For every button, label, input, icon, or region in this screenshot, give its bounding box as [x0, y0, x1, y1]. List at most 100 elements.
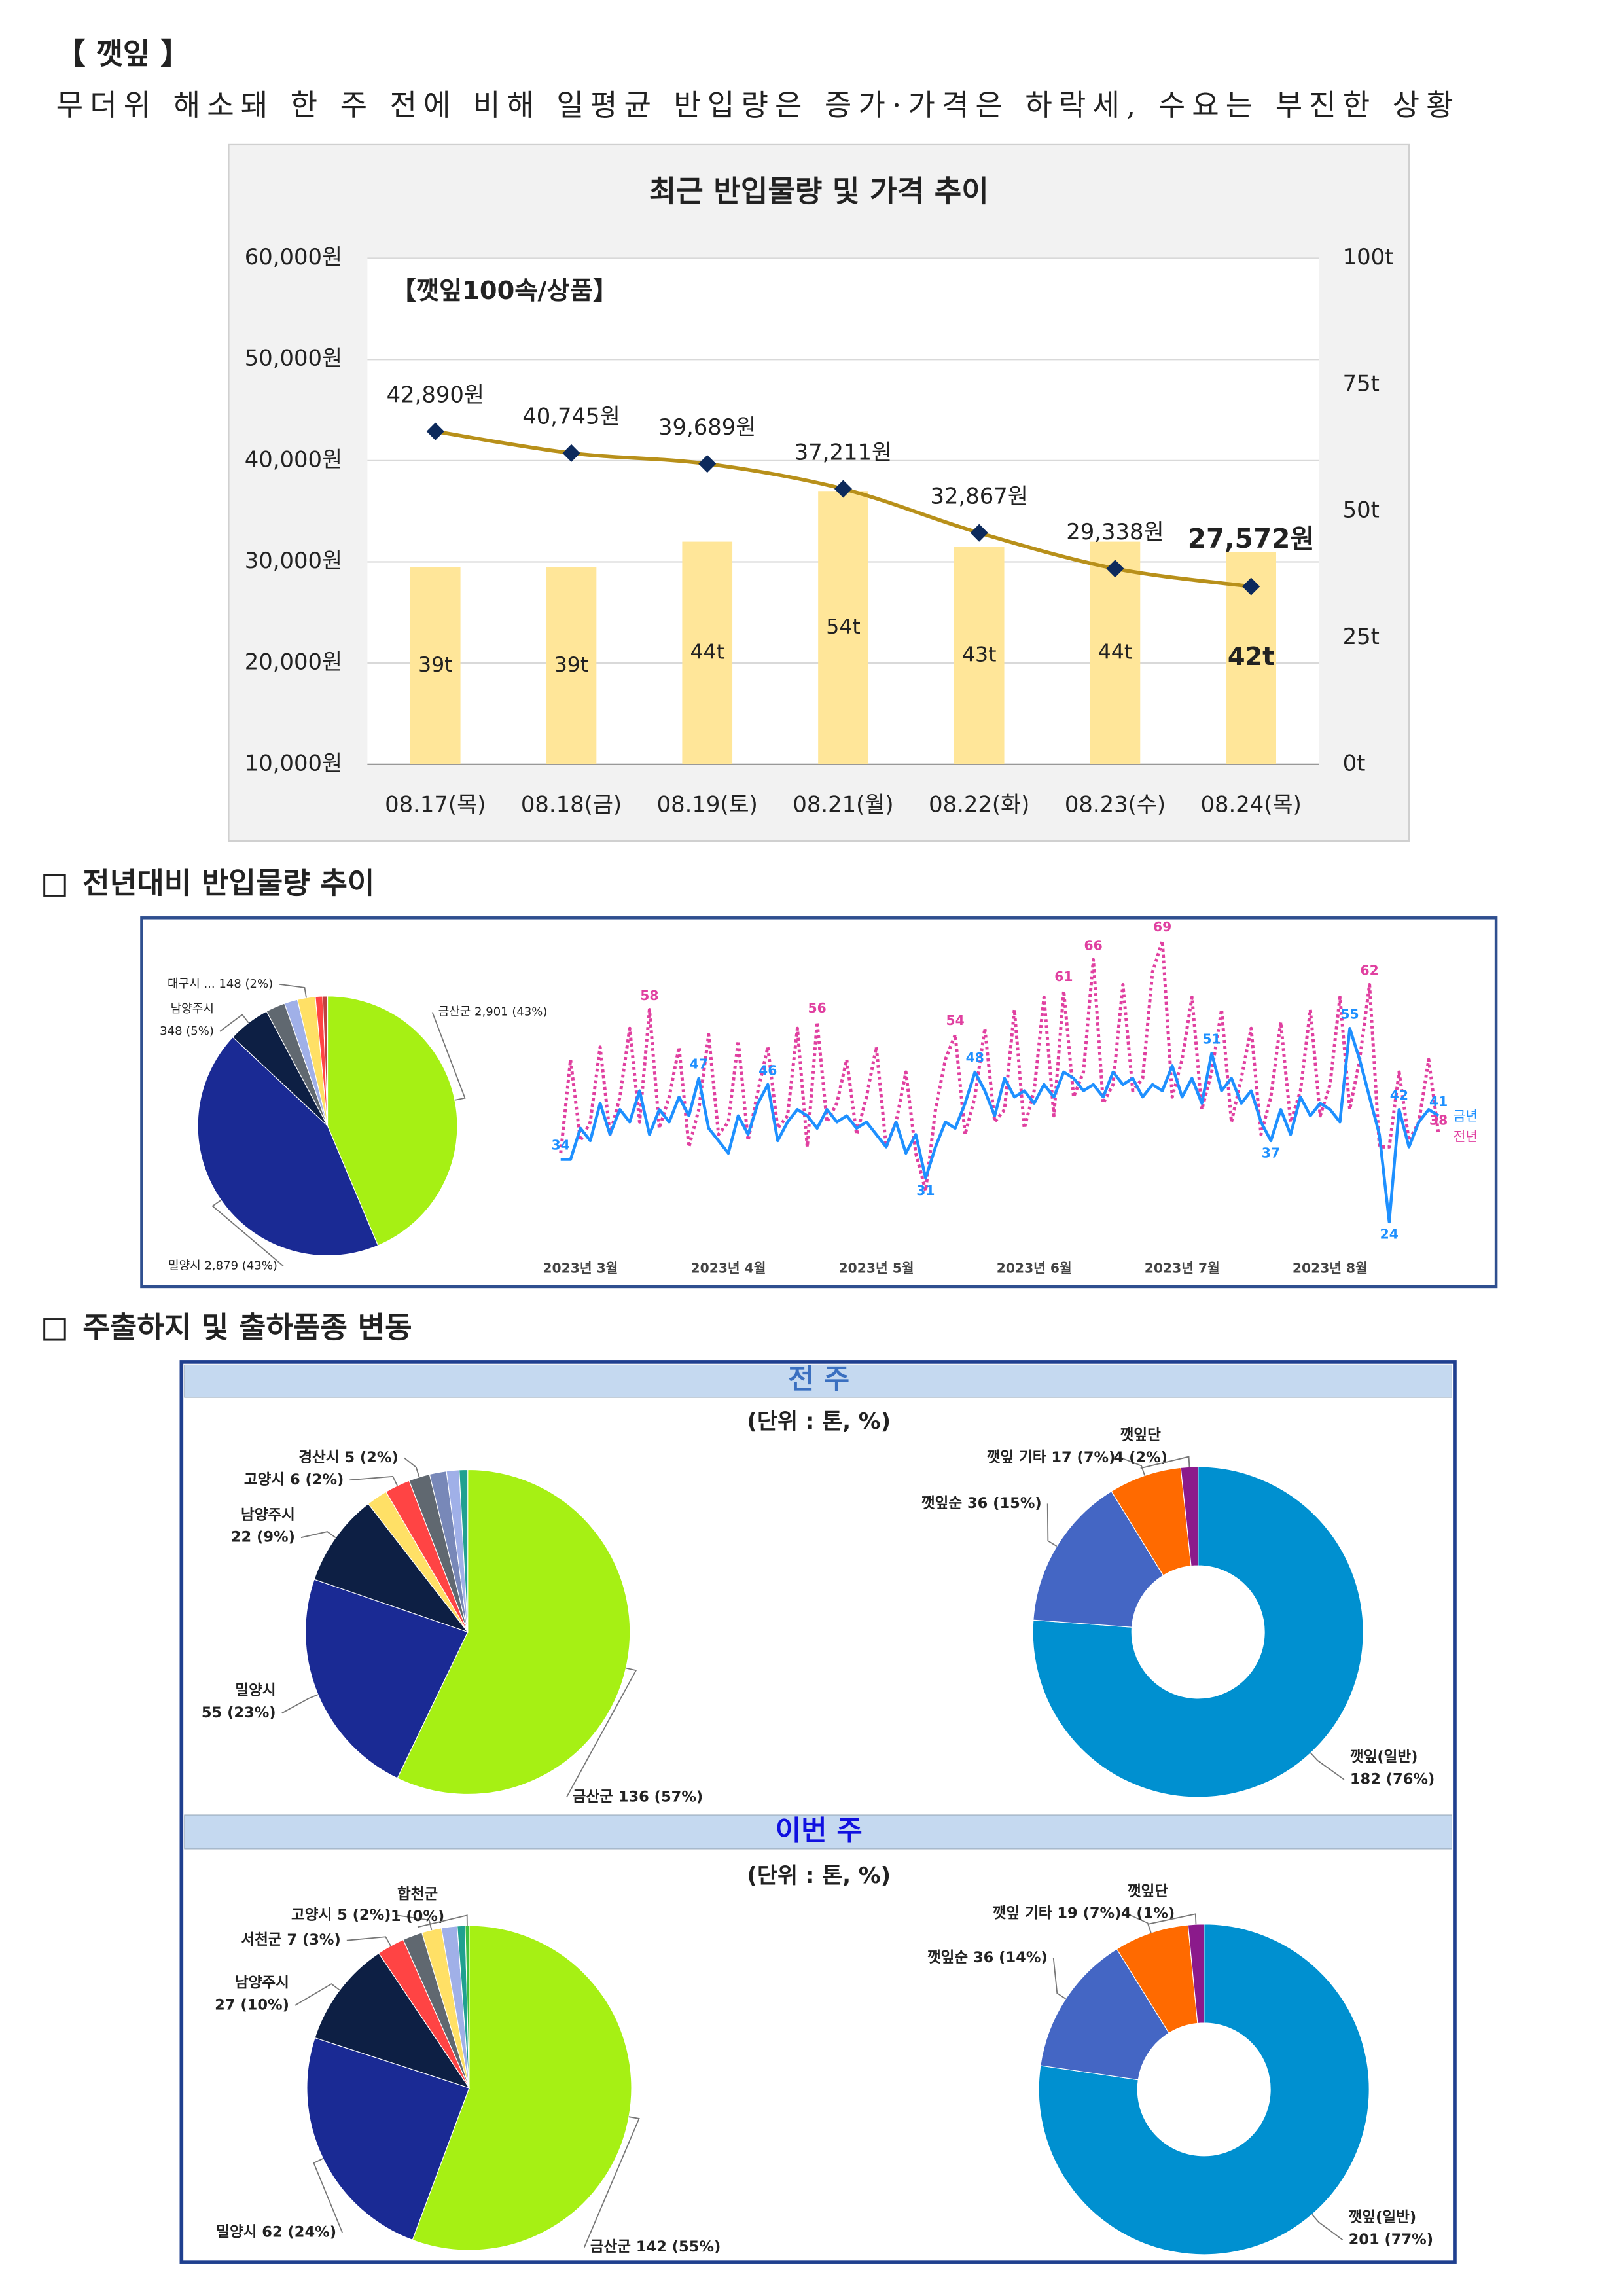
x-tick-label: 2023년 3월: [543, 1260, 618, 1276]
slice-label: 4 (1%): [1121, 1905, 1175, 1922]
price-label: 42,890원: [387, 382, 484, 408]
pie-slice: [313, 1503, 469, 1633]
price-label: 27,572원: [1188, 523, 1315, 554]
price-label: 32,867원: [931, 484, 1028, 509]
data-label: 69: [1153, 919, 1171, 935]
slice-label: 금산군 142 (55%): [590, 2238, 721, 2255]
y2-tick-label: 100t: [1343, 244, 1394, 270]
leader-line: [279, 983, 307, 998]
slice-label: 깻잎순 36 (14%): [927, 1949, 1048, 1966]
data-label: 34: [552, 1138, 570, 1153]
data-label: 24: [1380, 1227, 1399, 1242]
price-marker: [1106, 560, 1124, 578]
bar-label: 54t: [826, 615, 861, 639]
leader-line: [1127, 1913, 1152, 1933]
slice-label: 고양시 6 (2%): [244, 1471, 344, 1488]
x-tick-label: 2023년 8월: [1293, 1260, 1368, 1276]
leader-line: [1052, 1958, 1066, 2000]
leader-line: [219, 1013, 249, 1032]
leader-line: [294, 1983, 340, 2006]
data-label: 38: [1429, 1113, 1448, 1128]
y-tick-label: 10,000원: [245, 750, 342, 776]
slice-label: 182 (76%): [1350, 1770, 1435, 1787]
x-tick-label: 2023년 6월: [997, 1260, 1072, 1276]
price-marker: [970, 524, 988, 542]
panel-title: 전 주: [788, 1363, 849, 1396]
leader-line: [583, 2116, 640, 2248]
leader-line: [1311, 2214, 1344, 2241]
price-label: 39,689원: [658, 414, 756, 440]
leader-line: [417, 1914, 468, 1928]
price-label: 29,338원: [1066, 519, 1164, 545]
slice-label: 깻잎순 36 (15%): [921, 1495, 1042, 1512]
bar: [1090, 541, 1141, 764]
slice-label: 고양시 5 (2%): [291, 1907, 391, 1924]
bar-label: 43t: [962, 643, 997, 667]
slice-label: 55 (23%): [202, 1704, 276, 1721]
leader-line: [300, 1531, 336, 1539]
donut-slice: [1033, 1490, 1164, 1628]
panel-header: [184, 1814, 1453, 1850]
x-tick-label: 08.18(금): [521, 791, 622, 817]
data-label: 55: [1340, 1006, 1359, 1022]
pie-slice: [412, 1925, 632, 2251]
slice-label: 합천군: [397, 1886, 438, 1903]
slice-label: 경산시 5 (2%): [298, 1449, 398, 1466]
leader-line: [1121, 1457, 1146, 1476]
leader-line: [565, 1667, 637, 1798]
x-tick-label: 2023년 4월: [690, 1260, 766, 1276]
data-label: 54: [946, 1013, 965, 1028]
bar: [410, 567, 461, 764]
series-line: [560, 1026, 1440, 1224]
slice-label: 22 (9%): [231, 1529, 295, 1546]
slice-label: 깻잎(일반): [1349, 2209, 1417, 2226]
summary: 무더위 해소돼 한 주 전에 비해 일평균 반입량은 증가·가격은 하락세, 수…: [56, 88, 1454, 122]
data-label: 51: [1202, 1031, 1221, 1047]
donut-slice: [1180, 1466, 1199, 1567]
checkbox: [43, 874, 66, 897]
data-label: 41: [1429, 1094, 1448, 1109]
pie-slice: [397, 1469, 631, 1795]
slice-label: 남양주시: [241, 1507, 295, 1524]
slice-label: 대구시 ... 148 (2%): [168, 977, 273, 991]
slice-label: 1 (0%): [391, 1908, 444, 1925]
data-label: 56: [808, 1000, 826, 1016]
donut-slice: [1187, 1924, 1205, 2024]
leader-line: [1310, 1752, 1345, 1780]
data-label: 46: [758, 1062, 777, 1078]
chart-title: 최근 반입물량 및 가격 추이: [649, 173, 989, 208]
slice-label: 201 (77%): [1349, 2231, 1433, 2248]
donut-slice: [1038, 1924, 1370, 2255]
y-tick-label: 30,000원: [245, 548, 342, 573]
pie-slice: [314, 1952, 471, 2089]
leader-line: [1147, 1913, 1197, 1925]
x-tick-label: 08.19(토): [657, 791, 758, 817]
price-marker: [426, 422, 444, 440]
panel-subtitle: (단위 : 톤, %): [747, 1408, 891, 1434]
x-tick-label: 2023년 7월: [1145, 1260, 1220, 1276]
panel-title: 이번 주: [776, 1815, 863, 1848]
series-line: [559, 939, 1440, 1193]
leader-line: [211, 1199, 284, 1267]
slice-label: 27 (10%): [215, 1996, 289, 2013]
slice-label: 밀양시: [235, 1682, 276, 1699]
leader-line: [1140, 1456, 1190, 1469]
price-label: 37,211원: [794, 439, 892, 465]
legend-label: 금년: [1454, 1108, 1478, 1124]
x-tick-label: 08.21(월): [793, 791, 893, 817]
page-title: 【 깻잎 】: [56, 37, 190, 71]
bar-label: 39t: [418, 653, 453, 677]
slice-label: 금산군 2,901 (43%): [438, 1005, 548, 1019]
bar-label: 39t: [554, 653, 589, 677]
leader-line: [397, 1914, 433, 1931]
checkbox: [43, 1318, 66, 1341]
slice-label: 밀양시 2,879 (43%): [168, 1259, 277, 1272]
leader-line: [1046, 1503, 1058, 1547]
slice-label: 348 (5%): [160, 1024, 214, 1038]
bar-label: 42t: [1228, 642, 1275, 672]
price-marker: [698, 455, 717, 473]
pie-slice: [459, 1469, 469, 1632]
pie-slice: [322, 996, 329, 1126]
y-tick-label: 40,000원: [245, 446, 342, 472]
